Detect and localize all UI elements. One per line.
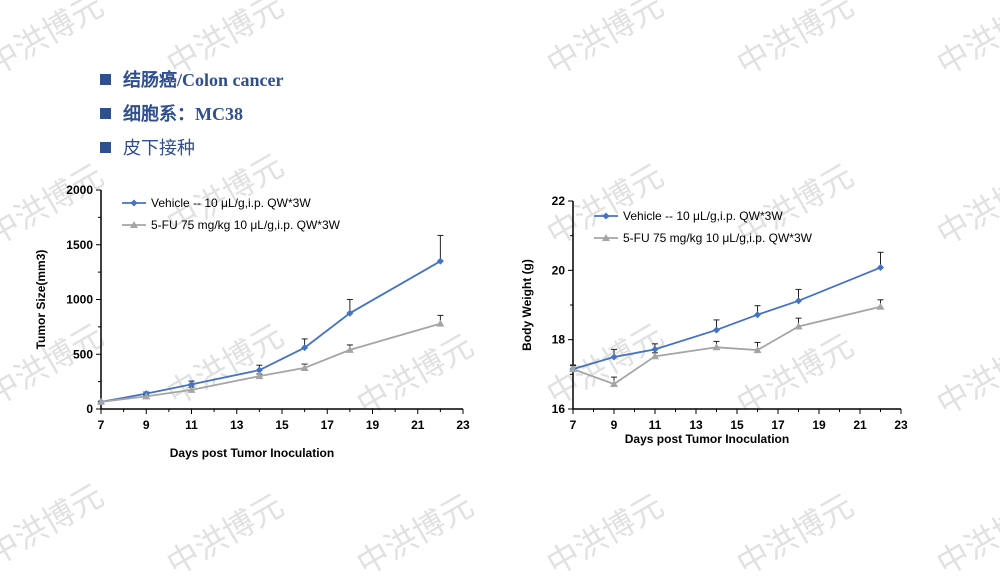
legend-label: Vehicle -- 10 μL/g,i.p. QW*3W xyxy=(623,209,783,223)
x-tick-label: 15 xyxy=(730,418,744,432)
y-tick-label: 500 xyxy=(73,347,93,361)
y-tick-label: 1000 xyxy=(66,293,93,307)
triangle-marker xyxy=(300,363,309,371)
x-tick-label: 7 xyxy=(98,418,105,432)
x-tick-label: 13 xyxy=(689,418,703,432)
square-bullet-icon xyxy=(100,107,111,119)
y-tick-label: 20 xyxy=(552,263,566,277)
triangle-marker xyxy=(142,392,151,400)
y-tick-label: 18 xyxy=(552,333,566,347)
triangle-marker xyxy=(651,352,659,360)
triangle-marker xyxy=(610,380,618,388)
x-tick-label: 9 xyxy=(143,418,150,432)
x-tick-label: 23 xyxy=(894,418,908,432)
diamond-marker xyxy=(346,309,354,317)
y-tick-label: 22 xyxy=(552,194,566,208)
series-5fu: 5-FU 75 mg/kg 10 μL/g,i.p. QW*3W xyxy=(97,218,445,405)
diamond-marker xyxy=(188,380,195,388)
bullet-cancer-type: 结肠癌/Colon cancer xyxy=(100,62,283,96)
x-tick-label: 17 xyxy=(771,418,785,432)
triangle-marker xyxy=(436,319,445,327)
y-tick-label: 16 xyxy=(552,402,566,416)
legend-label: Vehicle -- 10 μL/g,i.p. QW*3W xyxy=(151,196,311,210)
x-tick-label: 11 xyxy=(185,418,198,432)
diamond-marker xyxy=(436,257,444,265)
x-tick-label: 19 xyxy=(366,418,380,432)
series-line xyxy=(572,305,881,386)
diamond-marker xyxy=(130,199,138,207)
triangle-marker xyxy=(876,302,885,310)
y-tick-label: 1500 xyxy=(66,238,93,252)
legend-label: 5-FU 75 mg/kg 10 μL/g,i.p. QW*3W xyxy=(623,231,813,245)
chart-tumor-size: 7 9 11 13 15 17 19 21 23 0 500 1000 1500 2000 Days pos… xyxy=(34,183,470,460)
square-bullet-icon xyxy=(100,73,111,85)
chart-body-weight: 7 9 11 13 15 17 19 21 23 16 18 20 22 Days post Tumor … xyxy=(520,194,908,446)
x-axis-label: Days post Tumor Inoculation xyxy=(625,432,789,446)
x-tick-label: 17 xyxy=(321,418,335,432)
x-tick-label: 21 xyxy=(411,418,425,432)
triangle-marker xyxy=(255,372,264,380)
triangle-marker xyxy=(712,343,721,351)
series-line xyxy=(100,260,441,403)
x-tick-label: 23 xyxy=(456,418,470,432)
triangle-marker xyxy=(753,346,762,354)
x-tick-label: 9 xyxy=(611,418,618,432)
diamond-marker xyxy=(877,264,884,272)
diamond-marker xyxy=(713,326,720,334)
y-tick-label: 2000 xyxy=(66,183,93,197)
diamond-marker xyxy=(602,212,610,220)
triangle-marker xyxy=(345,345,354,353)
x-tick-label: 21 xyxy=(853,418,867,432)
x-tick-label: 19 xyxy=(812,418,826,432)
series-vehicle: Vehicle -- 10 μL/g,i.p. QW*3W xyxy=(569,209,884,373)
bullet-inoculation: 皮下接种 xyxy=(100,130,283,164)
legend-label: 5-FU 75 mg/kg 10 μL/g,i.p. QW*3W xyxy=(151,218,341,232)
triangle-marker xyxy=(569,365,577,373)
x-tick-label: 7 xyxy=(570,418,577,432)
triangle-marker xyxy=(130,221,138,228)
diamond-marker xyxy=(301,344,309,352)
x-tick-label: 11 xyxy=(649,418,662,432)
diamond-marker xyxy=(754,311,761,319)
series-line xyxy=(100,322,441,403)
x-axis-label: Days post Tumor Inoculation xyxy=(170,446,334,460)
triangle-marker xyxy=(187,385,196,393)
bullet-cell-line: 细胞系：MC38 xyxy=(100,96,283,130)
x-tick-label: 15 xyxy=(275,418,289,432)
diamond-marker xyxy=(255,366,263,374)
y-axis-label: Body Weight (g) xyxy=(520,259,534,351)
diamond-marker xyxy=(795,297,802,305)
triangle-marker xyxy=(97,397,105,405)
y-tick-label: 0 xyxy=(86,402,93,416)
series-5fu: 5-FU 75 mg/kg 10 μL/g,i.p. QW*3W xyxy=(569,231,885,388)
diamond-marker xyxy=(651,345,659,353)
triangle-marker xyxy=(602,234,610,241)
x-tick-label: 13 xyxy=(230,418,244,432)
triangle-marker xyxy=(794,322,803,330)
charts: 7 9 11 13 15 17 19 21 23 0 500 1000 1500 2000 Days pos… xyxy=(34,183,908,460)
diamond-marker xyxy=(610,353,618,361)
square-bullet-icon xyxy=(100,141,111,153)
info-bullets: 结肠癌/Colon cancer 细胞系：MC38 皮下接种 xyxy=(100,62,283,164)
y-axis-label: Tumor Size(mm3) xyxy=(34,250,48,350)
